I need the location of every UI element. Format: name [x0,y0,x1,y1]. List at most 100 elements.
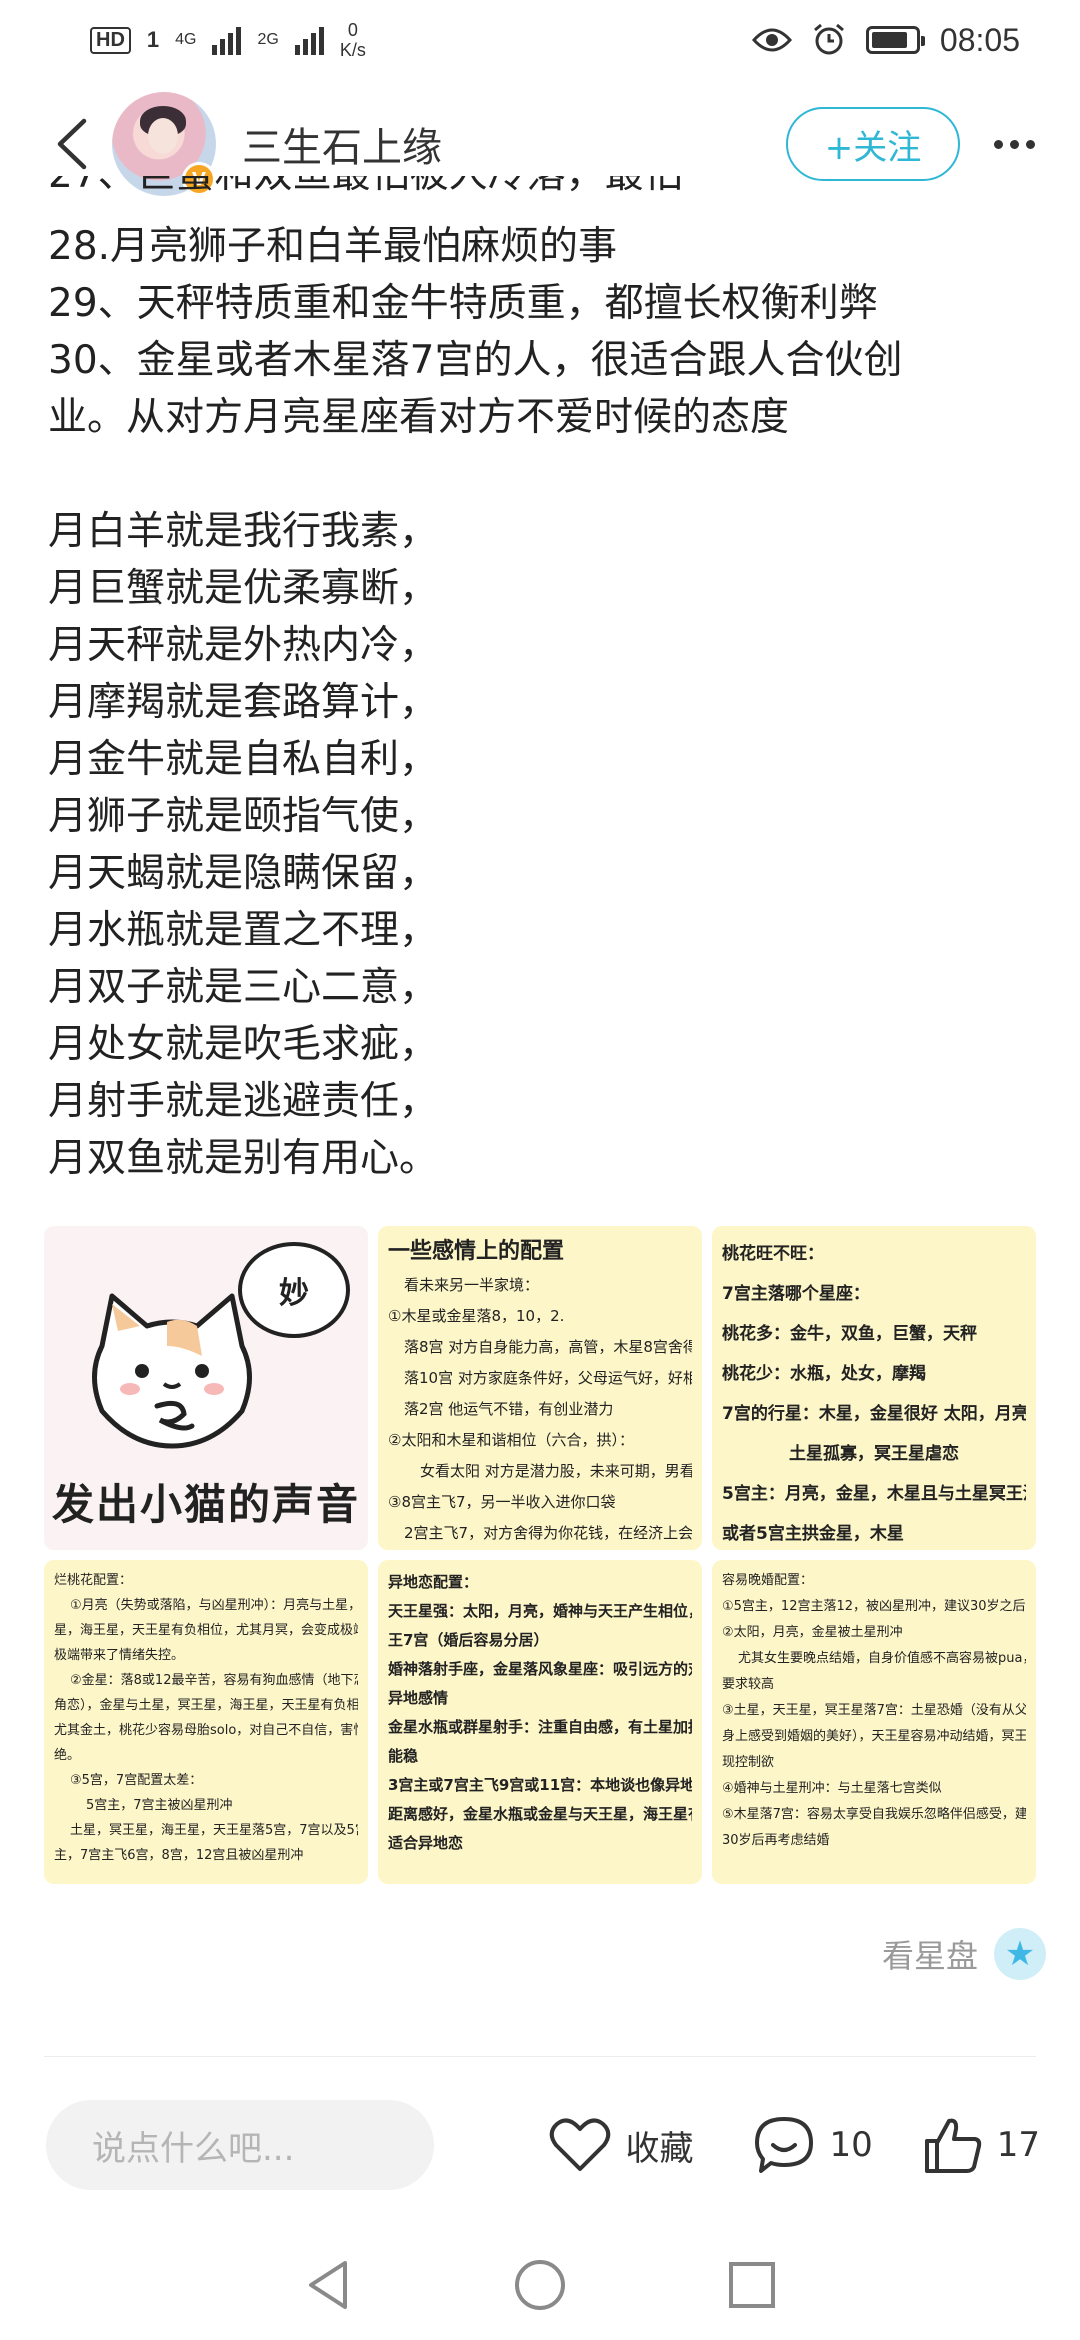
image-line: 金星水瓶或群星射手：注重自由感，有土星加持才 [388,1718,692,1736]
image-text: 异地恋配置： 天王星强：太阳，月亮，婚神与天王产生相位，天 王7宫（婚后容易分居… [378,1560,702,1866]
avatar[interactable]: V [112,92,216,196]
post-header: V 三生石上缘 +关注 [0,84,1080,204]
image-line: 7宫主落哪个星座： [722,1284,870,1304]
cat-illustration-icon [92,1293,252,1449]
clock: 08:05 [939,21,1020,58]
image-cat-meme[interactable]: 妙 发出小猫的声音 [44,1226,368,1550]
author-name[interactable]: 三生石上缘 [242,125,442,171]
article-line: 28.月亮狮子和白羊最怕麻烦的事 [48,224,618,269]
image-line: 婚神落射手座，金星落风象星座：吸引远方的对象， [388,1660,692,1678]
image-love-config[interactable]: 一些感情上的配置 看未来另一半家境： ①木星或金星落8，10，2. 落8宫 对方… [378,1226,702,1550]
image-line: 现控制欲 [722,1755,775,1770]
image-line: 烂桃花配置： [54,1573,133,1588]
image-text: 容易晚婚配置： ①5宫主，12宫主落12，被凶星刑冲，建议30岁之后结婚 ②太阳… [712,1560,1036,1862]
image-line: 看未来另一半家境： [404,1276,540,1294]
image-line: 星，海王星，天王星有负相位，尤其月冥，会变成极端且由 [54,1623,358,1638]
image-line: 5宫主：月亮，金星，木星且与土星冥王没有刑 [722,1484,1026,1504]
signal-icon-2 [294,25,324,55]
favorite-button[interactable]: 收藏 [549,2117,693,2173]
avatar-face [148,118,178,154]
divider [44,2056,1036,2057]
article-line: 月射手就是逃避责任， [48,1079,439,1124]
signal-icon [212,25,242,55]
image-line: 容易晚婚配置： [722,1573,814,1588]
image-line: 异地恋配置： [388,1573,479,1591]
image-long-distance[interactable]: 异地恋配置： 天王星强：太阳，月亮，婚神与天王产生相位，天 王7宫（婚后容易分居… [378,1560,702,1884]
image-text: 一些感情上的配置 看未来另一半家境： ①木星或金星落8，10，2. 落8宫 对方… [378,1226,702,1550]
article-line: 月狮子就是颐指气使， [48,794,439,839]
article-line: 月双鱼就是别有用心。 [48,1136,439,1181]
image-line: 异地感情 [388,1689,449,1707]
article-line: 月处女就是吹毛求疵， [48,1022,439,1067]
dot-icon [1025,139,1035,149]
system-nav-bar [0,2230,1080,2340]
image-line: ③8宫主飞7，另一半收入进你口袋 [388,1493,616,1511]
image-line: 2宫主飞7，对方舍得为你花钱，在经济上会帮助你 [404,1524,692,1542]
speech-bubble: 妙 [238,1242,350,1338]
image-line: 30岁后再考虑结婚 [722,1833,830,1848]
image-line: 要求较高 [722,1677,775,1692]
hd-badge: HD [90,26,131,54]
image-late-marriage[interactable]: 容易晚婚配置： ①5宫主，12宫主落12，被凶星刑冲，建议30岁之后结婚 ②太阳… [712,1560,1036,1884]
thumbs-up-icon [924,2118,981,2173]
verified-badge-icon: V [182,162,216,196]
recents-square-icon[interactable] [727,2260,777,2310]
blank-line [48,446,1048,503]
image-line: 适合异地恋 [388,1834,464,1852]
network-speed: 0 K/s [340,20,366,60]
image-line: 土星孤寡，冥王星虐恋 [789,1444,959,1464]
back-triangle-icon[interactable] [303,2258,353,2312]
back-button[interactable] [36,109,106,179]
image-line: ②太阳，月亮，金星被土星刑冲 [722,1625,903,1640]
image-peach-blossom[interactable]: 桃花旺不旺： 7宫主落哪个星座： 桃花多：金牛，双鱼，巨蟹，天秤 桃花少：水瓶，… [712,1226,1036,1550]
image-line: 极端带来了情绪失控。 [54,1648,185,1663]
image-line: ②金星：落8或12最辛苦，容易有狗血感情（地下恋，三 [70,1673,358,1688]
image-line: 落8宫 对方自身能力高，高管，木星8宫舍得为你花钱 [404,1338,692,1356]
image-line: 王7宫（婚后容易分居） [388,1631,549,1649]
image-line: 落10宫 对方家庭条件好，父母运气好，好相处 [404,1369,692,1387]
status-right: 08:05 [751,21,1020,59]
image-text: 烂桃花配置： ①月亮（失势或落陷，与凶星刑冲）：月亮与土星，冥王 星，海王星，天… [44,1560,368,1876]
clipped-line-text: 27、巨蟹和双鱼最怕被人冷落，最怕 [48,176,1028,203]
image-line: 角恋），金星与土星，冥王星，海王星，天王星有负相位， [54,1698,358,1713]
dot-icon [1009,139,1019,149]
comment-button[interactable]: 10 [753,2115,873,2175]
image-line: 3宫主或7宫主飞9宫或11宫：本地谈也像异地，有 [388,1776,692,1794]
home-circle-icon[interactable] [513,2258,567,2312]
favorite-label: 收藏 [625,2128,694,2169]
image-line: ③5宫，7宫配置太差： [70,1773,203,1788]
image-line: ②太阳和木星和谐相位（六合，拱）： [388,1431,634,1449]
image-line: 7宫的行星：木星，金星很好 太阳，月亮 [722,1404,1026,1424]
image-line: 女看太阳 对方是潜力股，未来可期，男看月亮 [420,1462,692,1480]
like-button[interactable]: 17 [923,2115,1040,2175]
network-type-2: 2G [257,31,279,48]
article-line: 月天蝎就是隐瞒保留， [48,851,439,896]
topic-tag[interactable]: 看星盘 ★ [882,1928,1046,1980]
image-bad-romance[interactable]: 烂桃花配置： ①月亮（失势或落陷，与凶星刑冲）：月亮与土星，冥王 星，海王星，天… [44,1560,368,1884]
sim-indicator: 1 [146,27,160,52]
image-line: 桃花多：金牛，双鱼，巨蟹，天秤 [722,1324,977,1344]
article-line: 业。从对方月亮星座看对方不爱时候的态度 [48,395,790,440]
image-line: 落2宫 他运气不错，有创业潜力 [404,1400,614,1418]
image-line: ①木星或金星落8，10，2. [388,1307,565,1325]
battery-icon [865,26,925,54]
article-body: 28.月亮狮子和白羊最怕麻烦的事 29、天秤特质重和金牛特质重，都擅长权衡利弊 … [48,218,1048,1187]
more-options-button[interactable] [984,114,1044,174]
image-line: 距离感好，金星水瓶或金星与天王星，海王星有正相位 [388,1805,692,1823]
image-line: 5宫主，7宫主被凶星刑冲 [86,1798,233,1813]
image-line: 桃花少：水瓶，处女，摩羯 [722,1364,926,1384]
star-icon: ★ [994,1928,1046,1980]
meme-caption: 发出小猫的声音 [51,1480,360,1529]
image-line: 尤其金土，桃花少容易母胎solo，对自己不自信，害怕被拒 [54,1723,358,1738]
image-line: 天王星强：太阳，月亮，婚神与天王产生相位，天 [388,1602,692,1620]
follow-button[interactable]: +关注 [786,107,960,181]
article-line: 29、天秤特质重和金牛特质重，都擅长权衡利弊 [48,281,878,326]
topic-tag-label: 看星盘 [881,1937,978,1975]
comment-input[interactable]: 说点什么吧... [46,2100,434,2190]
status-bar: HD 1 4G 2G 0 K/s 08:05 [0,0,1080,80]
article-line: 月白羊就是我行我素， [48,509,439,554]
article-line: 月金牛就是自私自利， [48,737,439,782]
image-text: 桃花旺不旺： 7宫主落哪个星座： 桃花多：金牛，双鱼，巨蟹，天秤 桃花少：水瓶，… [712,1226,1036,1550]
network-type-1: 4G [175,31,197,48]
image-grid: 妙 发出小猫的声音 一些感情上的配置 看未来另一半家境： ①木星或金星落8，10… [44,1226,1036,1884]
